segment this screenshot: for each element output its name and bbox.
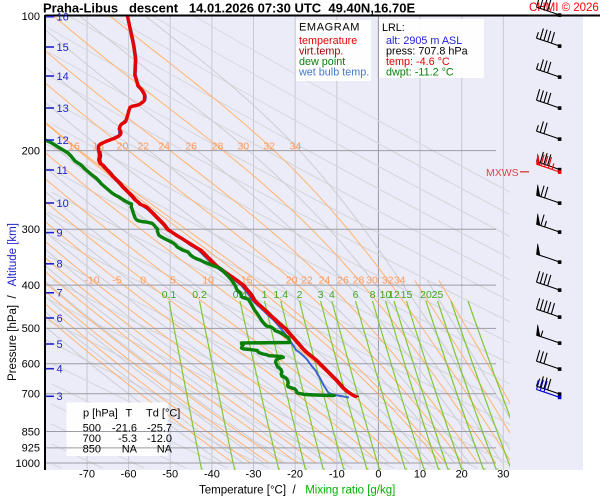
svg-text:5: 5 xyxy=(57,339,63,351)
svg-text:14: 14 xyxy=(57,71,69,83)
svg-text:15: 15 xyxy=(241,275,253,287)
svg-text:-40: -40 xyxy=(204,469,220,481)
svg-text:22: 22 xyxy=(301,275,313,287)
svg-text:1: 1 xyxy=(262,289,268,301)
svg-text:100: 100 xyxy=(22,11,40,23)
svg-text:30: 30 xyxy=(366,275,378,287)
svg-text:30: 30 xyxy=(237,141,249,153)
svg-text:28: 28 xyxy=(353,275,365,287)
svg-text:-70: -70 xyxy=(79,469,95,481)
svg-text:12: 12 xyxy=(57,135,69,147)
svg-text:8: 8 xyxy=(370,289,376,301)
svg-text:700: 700 xyxy=(22,389,40,401)
svg-text:4: 4 xyxy=(329,289,335,301)
svg-text:10: 10 xyxy=(57,198,69,210)
svg-text:temperature: temperature xyxy=(299,35,357,47)
svg-text:25: 25 xyxy=(432,289,444,301)
svg-text:alt: 2905 m ASL: alt: 2905 m ASL xyxy=(386,35,462,47)
svg-text:12: 12 xyxy=(388,289,400,301)
svg-text:NA: NA xyxy=(122,444,138,456)
svg-text:0: 0 xyxy=(140,275,146,287)
svg-text:5: 5 xyxy=(170,275,176,287)
svg-text:300: 300 xyxy=(22,224,40,236)
svg-text:press: 707.8 hPa: press: 707.8 hPa xyxy=(386,46,468,58)
svg-text:3: 3 xyxy=(57,391,63,403)
svg-text:20: 20 xyxy=(420,289,432,301)
svg-text:LRL:: LRL: xyxy=(382,22,405,34)
svg-text:-20: -20 xyxy=(287,469,303,481)
svg-text:1.4: 1.4 xyxy=(273,289,288,301)
svg-text:3: 3 xyxy=(318,289,324,301)
svg-text:-12.0: -12.0 xyxy=(147,433,172,445)
svg-text:26: 26 xyxy=(337,275,349,287)
svg-text:8: 8 xyxy=(57,259,63,271)
svg-text:-5.3: -5.3 xyxy=(118,433,137,445)
svg-text:Praha-Libus descent 14.01.: Praha-Libus descent 14.01.2026 07:30 UTC… xyxy=(43,1,415,16)
svg-text:temp: -4.6 °C: temp: -4.6 °C xyxy=(386,56,450,68)
svg-text:15: 15 xyxy=(401,289,413,301)
svg-text:28: 28 xyxy=(212,141,224,153)
svg-text:dew point: dew point xyxy=(299,56,345,68)
svg-text:32: 32 xyxy=(382,275,394,287)
svg-text:500: 500 xyxy=(83,423,101,435)
svg-text:-10: -10 xyxy=(84,275,99,287)
svg-text:6: 6 xyxy=(57,313,63,325)
svg-text:T: T xyxy=(126,408,133,420)
svg-text:34: 34 xyxy=(394,275,406,287)
svg-text:9: 9 xyxy=(57,227,63,239)
svg-text:dwpt: -11.2 °C: dwpt: -11.2 °C xyxy=(386,67,454,79)
svg-text:-60: -60 xyxy=(121,469,137,481)
svg-text:34: 34 xyxy=(290,141,302,153)
svg-text:15: 15 xyxy=(57,42,69,54)
svg-text:6: 6 xyxy=(353,289,359,301)
svg-text:20: 20 xyxy=(456,469,468,481)
svg-text:400: 400 xyxy=(22,280,40,292)
svg-text:24: 24 xyxy=(319,275,331,287)
svg-text:32: 32 xyxy=(263,141,275,153)
svg-text:-5: -5 xyxy=(112,275,121,287)
svg-text:600: 600 xyxy=(22,359,40,371)
svg-text:20: 20 xyxy=(117,141,129,153)
svg-text:24: 24 xyxy=(158,141,170,153)
svg-text:20: 20 xyxy=(286,275,298,287)
svg-text:10: 10 xyxy=(414,469,426,481)
svg-text:-21.6: -21.6 xyxy=(112,423,137,435)
svg-text:-10: -10 xyxy=(329,469,345,481)
svg-text:NA: NA xyxy=(157,444,173,456)
svg-text:30: 30 xyxy=(497,469,509,481)
svg-text:Td [°C]: Td [°C] xyxy=(146,408,180,420)
svg-text:925: 925 xyxy=(22,443,40,455)
svg-text:22: 22 xyxy=(137,141,149,153)
svg-text:-30: -30 xyxy=(246,469,262,481)
svg-text:7: 7 xyxy=(57,288,63,300)
svg-text:Pressure [hPa] / Altitude [: Pressure [hPa] / Altitude [km] xyxy=(7,223,19,381)
svg-text:200: 200 xyxy=(22,145,40,157)
svg-text:virt.temp.: virt.temp. xyxy=(299,46,343,58)
svg-text:p [hPa]: p [hPa] xyxy=(83,408,118,420)
svg-text:850: 850 xyxy=(22,426,40,438)
svg-text:0.1: 0.1 xyxy=(162,289,177,301)
svg-text:700: 700 xyxy=(83,433,101,445)
svg-text:16: 16 xyxy=(68,141,80,153)
svg-text:16: 16 xyxy=(57,12,69,24)
svg-text:-25.7: -25.7 xyxy=(147,423,172,435)
svg-text:wet bulb temp.: wet bulb temp. xyxy=(298,67,369,79)
svg-text:11: 11 xyxy=(57,165,68,177)
svg-text:13: 13 xyxy=(57,103,69,115)
svg-text:MXWS: MXWS xyxy=(486,167,519,179)
svg-text:500: 500 xyxy=(22,323,40,335)
svg-text:-50: -50 xyxy=(162,469,178,481)
svg-text:26: 26 xyxy=(185,141,197,153)
svg-text:10: 10 xyxy=(202,275,214,287)
svg-text:2: 2 xyxy=(297,289,303,301)
svg-text:850: 850 xyxy=(83,444,101,456)
svg-text:0.2: 0.2 xyxy=(192,289,207,301)
svg-text:Temperature [°C] / Mixing r: Temperature [°C] / Mixing ratio [g/kg] xyxy=(199,485,395,497)
svg-text:EMAGRAM: EMAGRAM xyxy=(299,22,360,34)
svg-text:1000: 1000 xyxy=(16,458,40,470)
svg-text:10: 10 xyxy=(380,289,392,301)
svg-text:4: 4 xyxy=(57,364,63,376)
svg-text:0: 0 xyxy=(375,469,381,481)
